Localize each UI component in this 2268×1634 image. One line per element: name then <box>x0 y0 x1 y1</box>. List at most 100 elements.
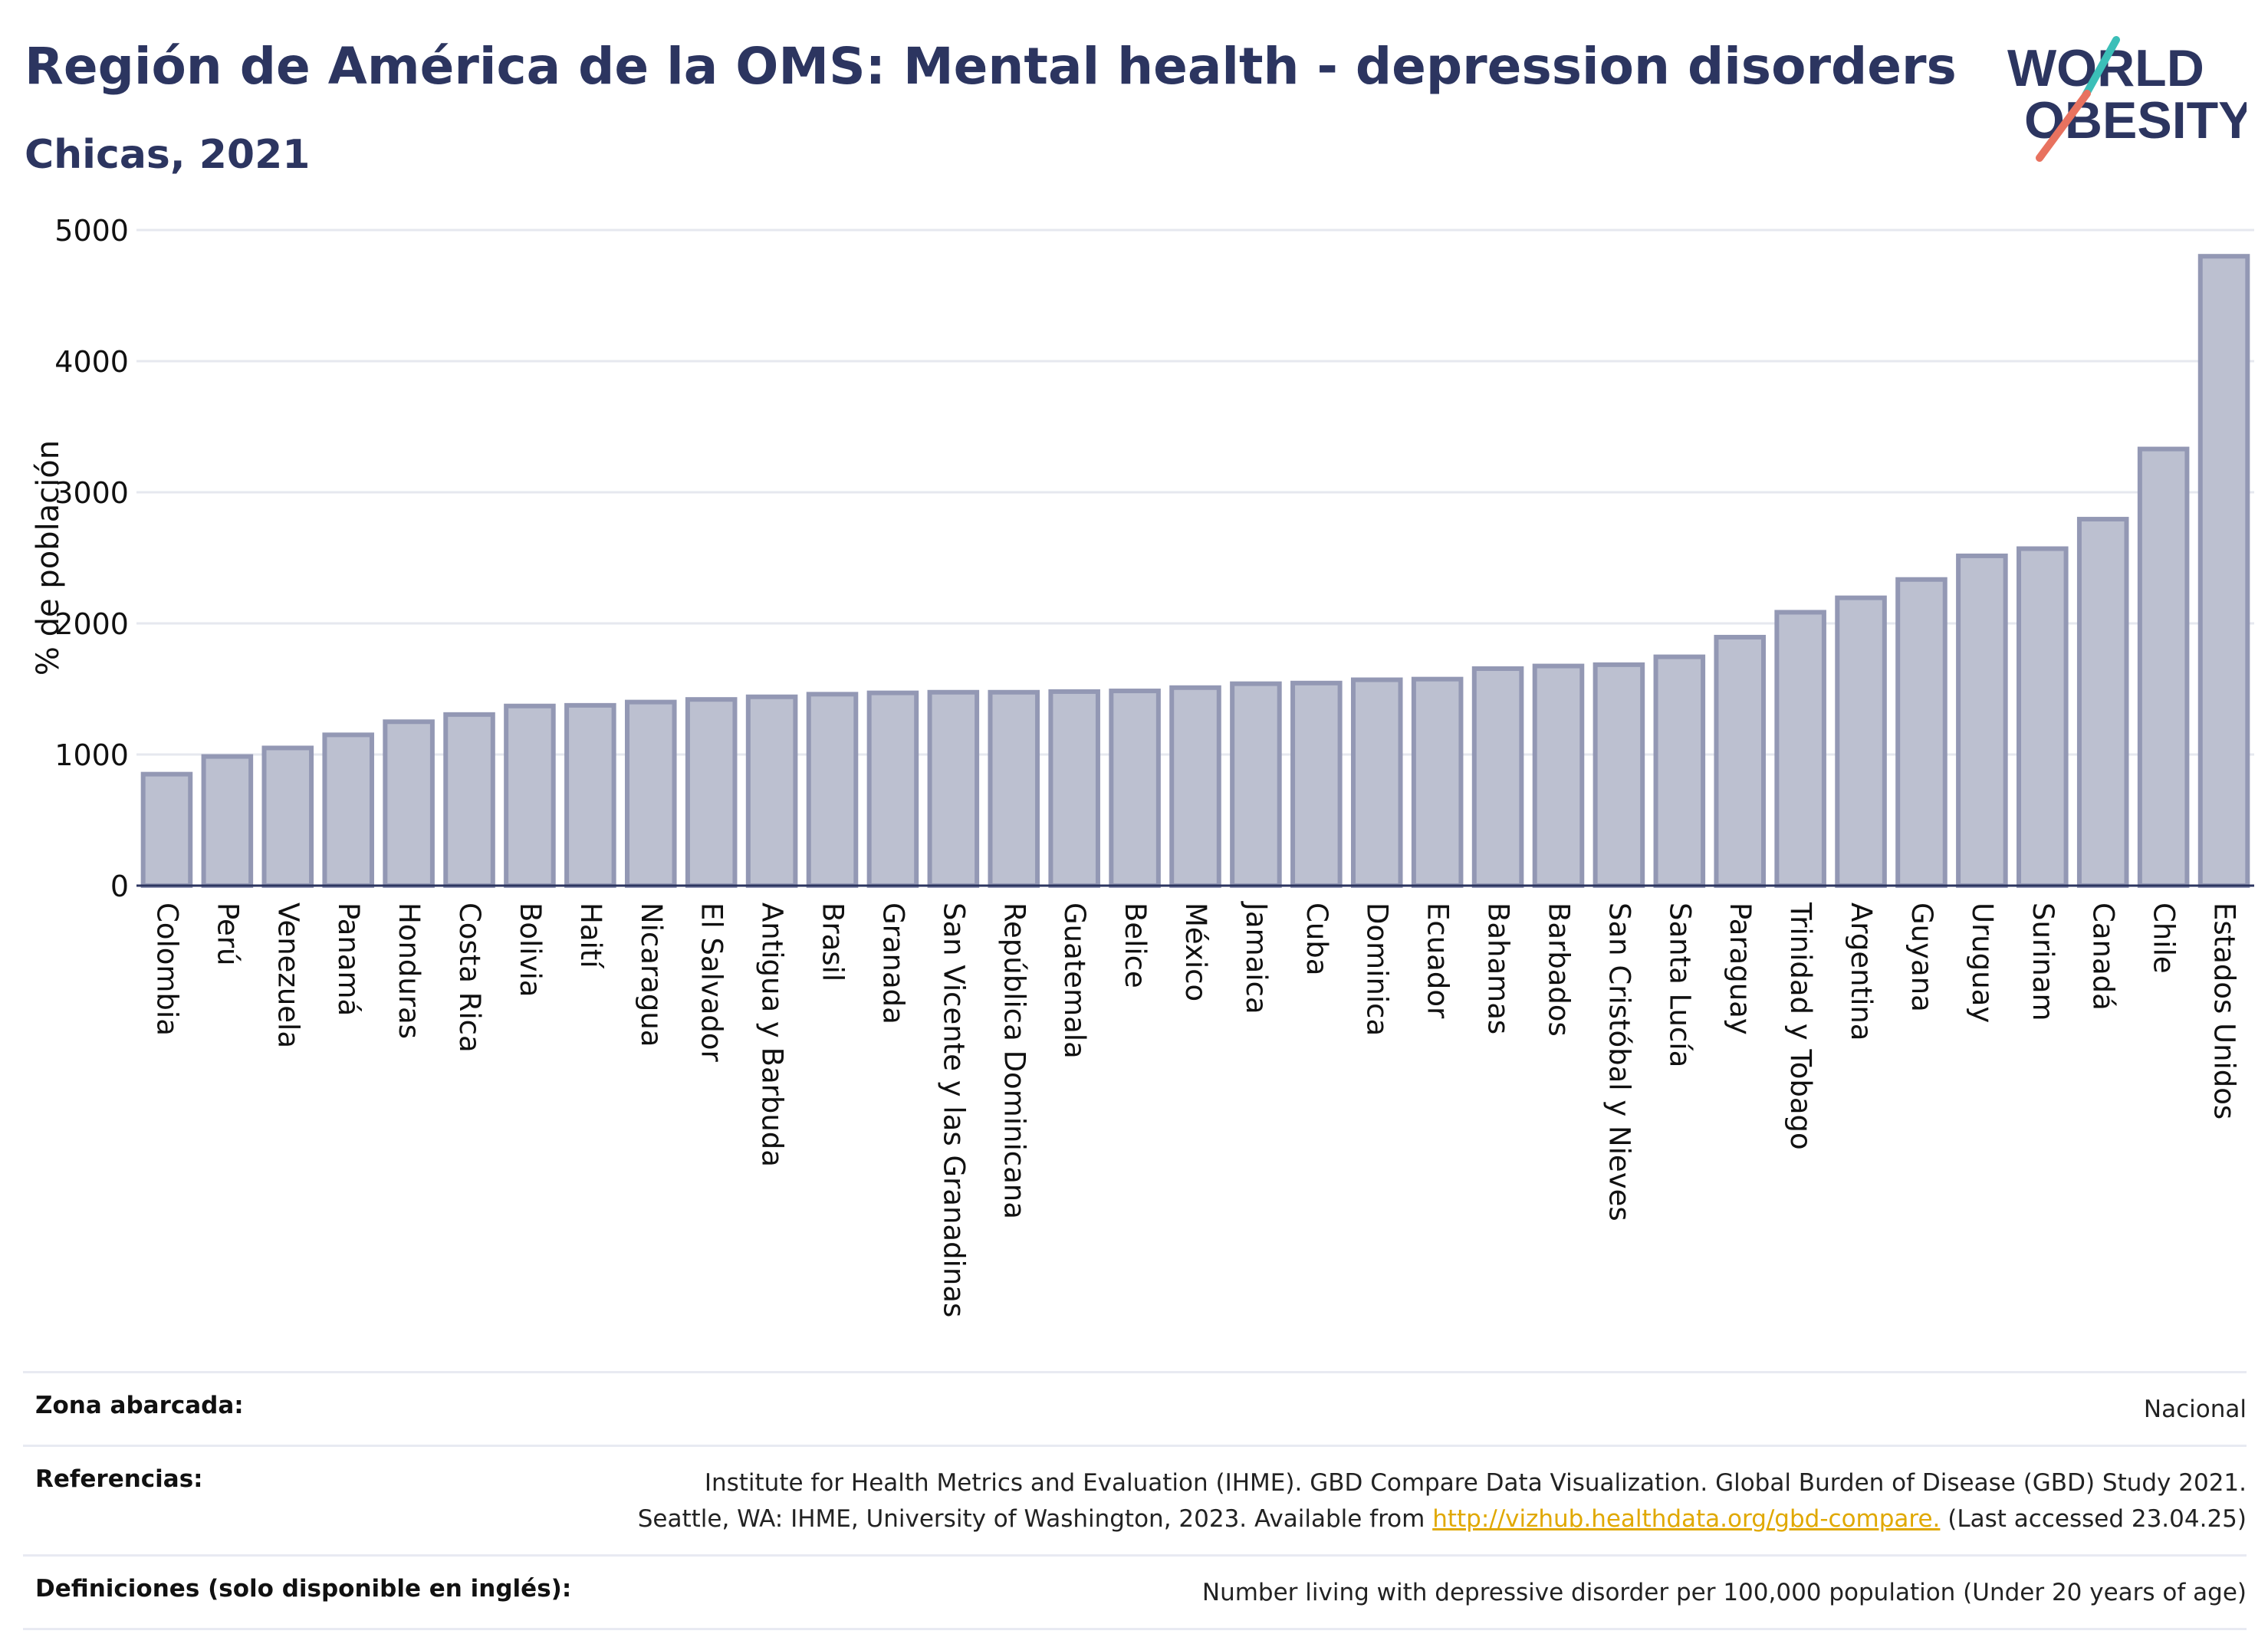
x-tick-label: Perú <box>211 902 244 965</box>
world-obesity-logo: WORLD OBESITY <box>2007 36 2247 162</box>
bar <box>866 690 919 888</box>
bar <box>1048 689 1100 888</box>
x-axis-labels: Colombia Perú Venezuela Panamá Honduras Costa… <box>150 901 2240 1317</box>
x-tick-label: San Cristóbal y Nieves <box>1602 902 1635 1221</box>
references-line-2: Seattle, WA: IHME, University of Washing… <box>637 1505 1433 1533</box>
bar <box>1895 577 1948 889</box>
bar <box>745 694 798 889</box>
x-tick-label: Uruguay <box>1966 902 1999 1023</box>
y-tick-label: 4000 <box>54 345 129 379</box>
bar <box>1471 666 1524 888</box>
references-link[interactable]: http://vizhub.healthdata.org/gbd-compare… <box>1432 1505 1941 1533</box>
footer-row-definitions: Definiciones (solo disponible en inglés)… <box>23 1554 2247 1630</box>
x-tick-label: Honduras <box>393 902 426 1039</box>
bar <box>1109 689 1161 888</box>
bar <box>806 692 859 889</box>
bar <box>1835 595 1887 889</box>
x-tick-label: Dominica <box>1361 902 1394 1036</box>
x-tick-label: El Salvador <box>695 902 728 1063</box>
bar <box>988 689 1040 889</box>
x-tick-label: Antigua y Barbuda <box>756 902 789 1167</box>
area-value: Nacional <box>2143 1396 2247 1423</box>
bar <box>201 754 254 888</box>
area-label: Zona abarcada: <box>35 1392 244 1419</box>
bar <box>1230 681 1282 888</box>
logo-word-world: WORLD <box>2007 39 2204 97</box>
bar <box>564 702 616 888</box>
x-tick-label: Venezuela <box>271 902 304 1048</box>
bar <box>443 712 495 888</box>
logo-slash-teal <box>2082 36 2120 99</box>
logo-word-obesity: OBESITY <box>2024 91 2247 150</box>
references-line-1: Institute for Health Metrics and Evaluat… <box>704 1469 2247 1497</box>
bar <box>685 697 738 888</box>
bars <box>140 254 2250 889</box>
y-axis-label: % de población <box>31 440 66 676</box>
y-tick-label: 5000 <box>54 214 129 248</box>
y-tick-label: 0 <box>110 870 129 903</box>
bar <box>2017 546 2069 889</box>
bar <box>261 745 314 889</box>
y-axis-ticks: 0 1000 2000 3000 4000 5000 <box>54 214 129 903</box>
bar <box>504 703 556 888</box>
definitions-label: Definiciones (solo disponible en inglés)… <box>35 1575 572 1603</box>
bar <box>1714 634 1767 889</box>
x-tick-label: Bahamas <box>1482 902 1515 1034</box>
x-tick-label: Cuba <box>1300 902 1333 975</box>
x-tick-label: Argentina <box>1845 902 1878 1041</box>
x-tick-label: Brasil <box>817 902 850 981</box>
x-tick-label: Trinidad y Tobago <box>1784 902 1817 1150</box>
chart-subtitle: Chicas, 2021 <box>25 132 311 178</box>
x-tick-label: Guatemala <box>1058 902 1091 1059</box>
references-value: Institute for Health Metrics and Evaluat… <box>638 1465 2247 1537</box>
bar <box>322 732 374 888</box>
x-tick-label: Panamá <box>332 902 365 1016</box>
references-label: Referencias: <box>35 1465 203 1493</box>
x-tick-label: Ecuador <box>1422 902 1454 1019</box>
chart-title: Región de América de la OMS: Mental heal… <box>25 37 1957 96</box>
logo-slash-coral <box>2036 90 2091 162</box>
x-tick-label: Bolivia <box>514 902 547 997</box>
x-tick-label: Surinam <box>2026 902 2059 1021</box>
x-tick-label: Guyana <box>1905 902 1938 1012</box>
bar <box>2197 254 2250 888</box>
bar <box>1350 677 1403 889</box>
references-accessed: (Last accessed 23.04.25) <box>1940 1505 2247 1533</box>
bar-chart: 0 1000 2000 3000 4000 5000 Colombia Perú Venezu… <box>31 214 2254 1317</box>
bar <box>1774 610 1826 889</box>
y-tick-label: 2000 <box>54 607 129 641</box>
x-tick-label: Costa Rica <box>453 902 486 1053</box>
x-tick-label: Canadá <box>2087 902 2120 1011</box>
footer-row-area: Zona abarcada: Nacional <box>23 1371 2247 1445</box>
x-tick-label: Barbados <box>1542 902 1575 1037</box>
x-tick-label: Chile <box>2148 902 2181 974</box>
bar <box>1411 676 1464 888</box>
bar <box>624 699 677 888</box>
bar <box>1653 654 1706 888</box>
y-tick-label: 3000 <box>54 476 129 510</box>
x-tick-label: Belice <box>1119 902 1152 988</box>
x-tick-label: Paraguay <box>1724 902 1757 1035</box>
x-tick-label: Santa Lucía <box>1663 902 1696 1067</box>
bar <box>1532 663 1585 888</box>
x-tick-label: Haití <box>574 902 607 969</box>
x-tick-label: Colombia <box>150 902 183 1036</box>
bar <box>140 771 193 889</box>
x-tick-label: Estados Unidos <box>2208 902 2241 1119</box>
definitions-value: Number living with depressive disorder p… <box>1201 1579 2247 1606</box>
y-tick-label: 1000 <box>54 738 129 772</box>
bar <box>927 689 980 889</box>
x-tick-label: República Dominicana <box>998 902 1030 1219</box>
bar <box>383 719 435 888</box>
footer-table: Zona abarcada: Nacional Referencias: Ins… <box>23 1371 2247 1630</box>
x-tick-label: San Vicente y las Granadinas <box>937 902 970 1317</box>
bar <box>2076 517 2129 888</box>
x-tick-label: Granada <box>876 902 909 1024</box>
x-tick-label: Nicaragua <box>635 902 668 1047</box>
x-tick-label: México <box>1179 902 1212 1001</box>
footer-row-references: Referencias: Institute for Health Metric… <box>23 1445 2247 1554</box>
bar <box>1290 680 1343 888</box>
x-tick-label: Jamaica <box>1240 901 1273 1014</box>
bar <box>1169 685 1221 888</box>
bar <box>1956 553 2008 888</box>
